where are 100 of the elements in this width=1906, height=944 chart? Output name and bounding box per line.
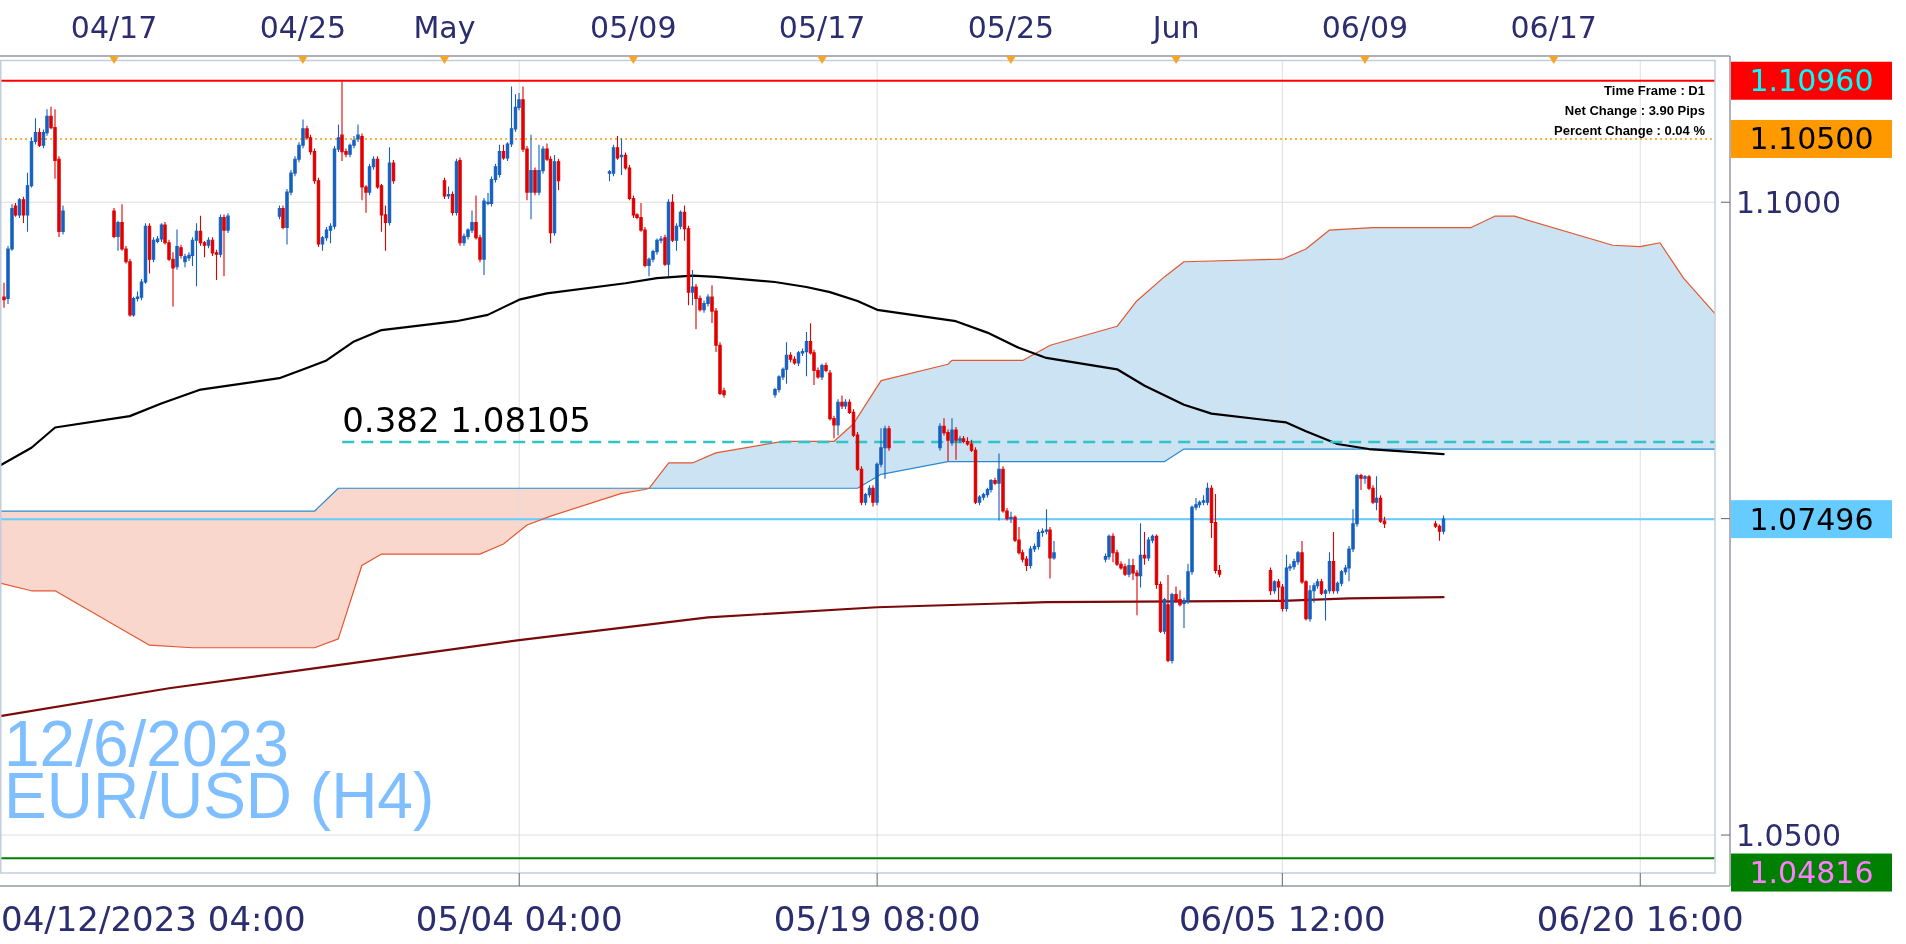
candlestick <box>1170 592 1174 664</box>
line-series <box>0 448 1715 512</box>
candlestick <box>1272 579 1277 595</box>
candlestick <box>954 426 958 461</box>
candlestick <box>497 144 502 178</box>
candlestick <box>281 204 285 230</box>
candlestick <box>116 220 120 252</box>
candlestick <box>1111 532 1115 563</box>
candlestick <box>1280 583 1285 613</box>
candlestick <box>1009 511 1013 524</box>
candlestick <box>690 269 695 306</box>
candlestick <box>442 177 447 200</box>
candlestick <box>1166 574 1170 663</box>
candlestick <box>840 394 844 410</box>
candlestick <box>611 144 616 177</box>
candlestick <box>446 186 451 200</box>
ref-line-label: 1.10960 <box>1749 63 1874 99</box>
x2-tick-label: 06/09 <box>1321 10 1409 45</box>
x2-tick-label: 06/17 <box>1510 10 1597 45</box>
y-tick-label: 1.0500 <box>1736 817 1841 853</box>
candlestick <box>993 477 997 486</box>
candlestick <box>1359 473 1363 491</box>
candlestick <box>1197 499 1202 509</box>
annotation: Net Change : 3.90 Pips <box>1564 102 1705 118</box>
y-tick-label: 1.1000 <box>1736 184 1841 220</box>
candlestick <box>450 191 455 216</box>
candlestick <box>989 478 993 494</box>
candlestick <box>194 222 199 287</box>
candlestick <box>619 137 624 176</box>
candlestick <box>1319 578 1324 596</box>
x2-tick-label: Jun <box>1150 10 1200 45</box>
ref-line-label: 1.07496 <box>1749 501 1874 537</box>
candlestick <box>533 167 537 196</box>
candlestick <box>462 232 466 247</box>
candlestick <box>61 204 65 235</box>
candlestick <box>13 202 18 218</box>
candlestick <box>183 253 187 268</box>
candlestick <box>1178 589 1182 608</box>
candlestick <box>1048 526 1052 580</box>
candlestick <box>887 425 891 452</box>
candlestick <box>663 234 667 267</box>
candlestick <box>1363 474 1367 485</box>
candlestick <box>1268 566 1273 596</box>
candlestick <box>501 144 506 161</box>
annotation: 0.382 1.08105 <box>342 400 591 441</box>
candlestick <box>1441 515 1446 535</box>
candlestick <box>175 229 179 271</box>
candlestick <box>340 80 344 162</box>
x2-tick-label: 05/09 <box>590 10 677 45</box>
candlestick <box>1437 523 1442 542</box>
candlestick <box>1146 536 1151 562</box>
candlestick <box>1123 563 1127 577</box>
candlestick <box>977 494 982 506</box>
candlestick <box>1138 522 1143 589</box>
candlestick <box>615 135 620 161</box>
x-tick-label: 06/05 12:00 <box>1178 899 1386 939</box>
candlestick <box>938 422 942 452</box>
candlestick <box>961 435 966 444</box>
candlestick <box>792 355 797 366</box>
candlestick <box>1331 531 1336 595</box>
ref-line-label: 1.04816 <box>1749 855 1874 891</box>
line-series <box>0 274 1445 467</box>
annotation: Percent Change : 0.04 % <box>1554 122 1706 138</box>
candlestick <box>820 363 824 381</box>
x-tick-label: 05/04 04:00 <box>415 899 623 939</box>
candlestick <box>804 331 809 377</box>
candlestick <box>529 134 533 220</box>
candlestick <box>1028 545 1033 570</box>
candlestick <box>1296 550 1300 566</box>
candlestick <box>179 244 183 259</box>
candlestick <box>883 425 887 480</box>
candlestick <box>1378 494 1383 524</box>
candlestick <box>1127 558 1131 578</box>
candlestick <box>277 204 282 220</box>
candlestick <box>1308 584 1312 623</box>
candlestick <box>1174 585 1178 604</box>
candlestick <box>556 158 561 191</box>
candlestick <box>1107 534 1111 561</box>
annotation: Time Frame : D1 <box>1604 82 1705 98</box>
candlestick <box>482 197 486 276</box>
candlestick <box>159 222 164 243</box>
candlestick <box>391 159 396 185</box>
candlestick <box>131 296 136 318</box>
candlestick <box>666 198 671 277</box>
candlestick <box>694 283 698 330</box>
candlestick <box>1142 531 1147 566</box>
x2-tick-label: 04/17 <box>70 10 158 45</box>
x-tick-label: 05/19 08:00 <box>773 899 981 939</box>
candlestick <box>147 222 152 275</box>
candlestick <box>21 196 26 224</box>
candlestick <box>387 146 392 227</box>
x2-tick-label: 05/17 <box>778 10 866 45</box>
candlestick <box>37 127 42 148</box>
candlestick <box>1374 475 1379 511</box>
candlestick <box>1284 554 1289 613</box>
candlestick <box>537 144 541 196</box>
candlestick <box>784 341 789 385</box>
x2-tick-label: 05/25 <box>967 10 1055 45</box>
candlestick <box>981 492 986 501</box>
candlestick <box>997 453 1001 521</box>
